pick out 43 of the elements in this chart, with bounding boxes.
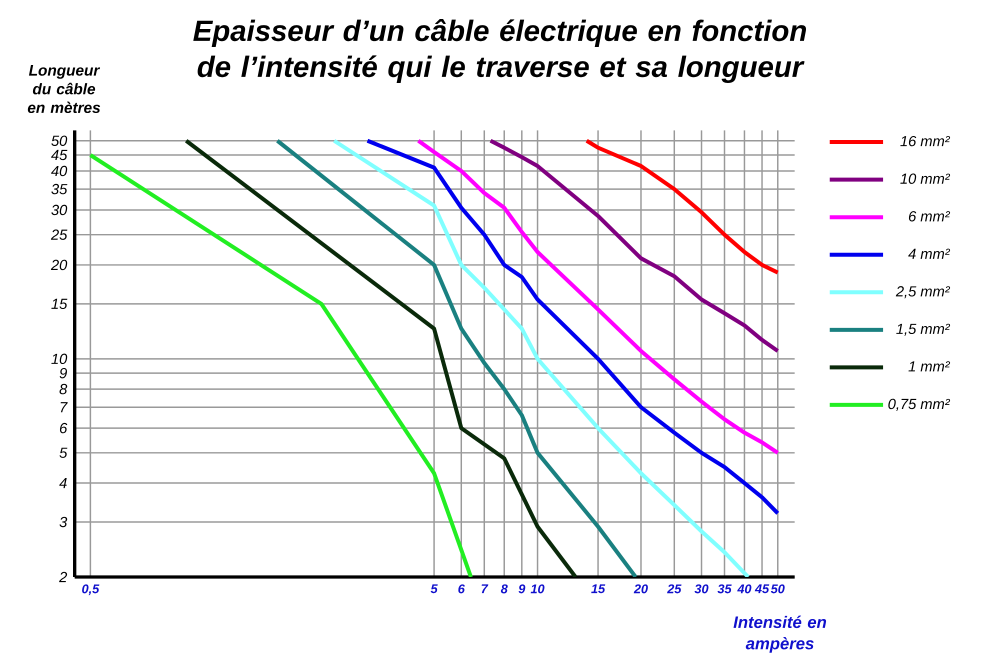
legend-label: 1,5 mm² bbox=[896, 324, 950, 336]
y-tick-label: 4 bbox=[59, 478, 67, 488]
x-tick-label: 15 bbox=[591, 584, 606, 594]
y-tick-label: 50 bbox=[51, 136, 68, 146]
legend-label: 6 mm² bbox=[908, 211, 950, 222]
x-tick-label: 9 bbox=[518, 584, 526, 594]
x-tick-label: 7 bbox=[482, 584, 488, 594]
legend-label: 2,5 mm² bbox=[896, 286, 950, 298]
x-tick-label: 10 bbox=[530, 584, 544, 594]
y-tick-label: 15 bbox=[51, 298, 68, 310]
x-tick-label: 50 bbox=[770, 584, 785, 594]
legend-label: 0,75 mm² bbox=[888, 398, 950, 411]
x-tick-label: 25 bbox=[667, 584, 682, 594]
legend-label: 4 mm² bbox=[908, 248, 950, 259]
x-tick-label: 0,5 bbox=[82, 584, 100, 596]
legend-label: 16 mm² bbox=[900, 136, 950, 146]
y-tick-label: 5 bbox=[59, 448, 68, 458]
x-tick-label: 40 bbox=[737, 584, 752, 594]
y-axis-title: Longueur du câble en mètres bbox=[28, 65, 100, 114]
x-axis-title: Intensité en ampères bbox=[734, 616, 826, 653]
legend-label: 1 mm² bbox=[908, 361, 950, 372]
x-tick-label: 8 bbox=[500, 584, 508, 594]
x-tick-label: 35 bbox=[718, 584, 732, 594]
y-tick-label: 45 bbox=[51, 150, 68, 160]
y-tick-label: 30 bbox=[51, 204, 68, 216]
y-tick-label: 6 bbox=[60, 422, 68, 434]
x-tick-label: 5 bbox=[430, 584, 438, 594]
y-tick-label: 7 bbox=[60, 402, 68, 412]
y-tick-label: 25 bbox=[50, 230, 68, 240]
y-tick-label: 9 bbox=[60, 368, 67, 378]
y-tick-label: 2 bbox=[59, 572, 68, 582]
y-tick-label: 40 bbox=[51, 166, 68, 176]
legend-label: 10 mm² bbox=[900, 174, 950, 184]
x-tick-label: 6 bbox=[458, 584, 465, 594]
y-tick-label: 3 bbox=[59, 516, 68, 528]
y-tick-label: 35 bbox=[51, 184, 68, 194]
x-tick-label: 20 bbox=[634, 584, 648, 594]
y-tick-label: 10 bbox=[51, 354, 68, 364]
x-tick-label: 30 bbox=[694, 584, 708, 594]
y-tick-label: 20 bbox=[50, 260, 68, 270]
x-tick-label: 45 bbox=[754, 584, 770, 594]
chart-title: Epaisseur d’un câble électrique en fonction de l’intensité qui le traverse et sa longueur bbox=[193, 19, 806, 83]
y-tick-label: 8 bbox=[60, 384, 68, 394]
